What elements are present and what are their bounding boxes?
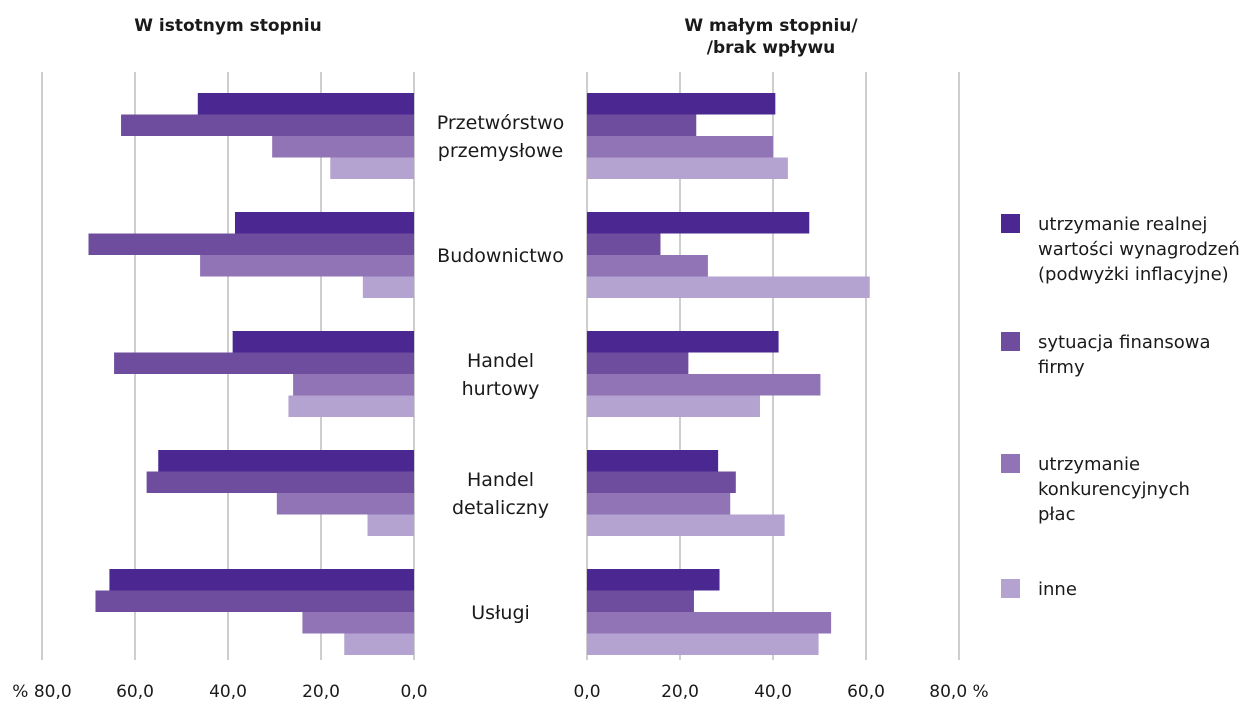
bar-left-s3-c3 <box>367 514 414 536</box>
bar-right-s1-c0 <box>587 114 697 136</box>
panel-titles: W istotnym stopniu W małym stopniu//brak … <box>134 16 858 58</box>
legend-label-1: sytuacja finansowa firmy <box>1038 332 1211 378</box>
bar-right-s3-c0 <box>587 157 788 179</box>
bar-right-s2-c2 <box>587 374 821 396</box>
bar-left-s2-c2 <box>293 374 414 396</box>
bar-left-s2-c3 <box>276 493 414 515</box>
legend-swatch-2 <box>1001 454 1020 473</box>
bar-left-s0-c4 <box>109 569 415 591</box>
bar-left-s3-c1 <box>362 276 414 298</box>
bar-left-s2-c0 <box>272 136 414 158</box>
bar-right-s0-c0 <box>587 93 776 115</box>
category-labels: Przetwórstwo przemysłowe Budownictwo Handel… <box>437 112 565 624</box>
category-label-1: Budownictwo <box>437 245 564 267</box>
legend: utrzymanie realnej wartości wynagrodzeń (p… <box>1001 214 1240 600</box>
bar-right-s1-c4 <box>587 590 694 612</box>
panel-title-left: W istotnym stopniu <box>134 16 322 36</box>
bar-left-s2-c1 <box>200 255 414 277</box>
legend-swatch-3 <box>1001 579 1020 598</box>
category-label-2: Handel hurtowy <box>462 350 540 400</box>
legend-item-0: utrzymanie realnej wartości wynagrodzeń (p… <box>1001 214 1240 285</box>
tick-label-right-4: 80,0 % <box>929 682 988 702</box>
tick-label-left-3: 20,0 <box>302 682 340 702</box>
bar-left-s0-c1 <box>234 212 414 234</box>
legend-label-3: inne <box>1038 579 1077 600</box>
legend-label-2: utrzymanie konkurencyjnych płac <box>1038 454 1190 525</box>
bar-right-s2-c1 <box>587 255 708 277</box>
category-label-4: Usługi <box>471 602 530 624</box>
bar-right-s3-c2 <box>587 395 760 417</box>
bar-left-s3-c2 <box>288 395 414 417</box>
bar-left-s1-c4 <box>95 590 414 612</box>
legend-swatch-1 <box>1001 332 1020 351</box>
bar-right-s0-c3 <box>587 450 719 472</box>
legend-label-0: utrzymanie realnej wartości wynagrodzeń (p… <box>1038 214 1240 285</box>
bar-left-s3-c4 <box>344 633 414 655</box>
tick-label-left-2: 40,0 <box>209 682 247 702</box>
bar-right-s1-c3 <box>587 471 736 493</box>
bars-layer <box>88 93 870 655</box>
bar-right-s3-c4 <box>587 633 819 655</box>
legend-item-3: inne <box>1001 579 1077 600</box>
bar-left-s1-c3 <box>146 471 414 493</box>
bar-left-s0-c2 <box>232 331 414 353</box>
panel-title-right: W małym stopniu//brak wpływu <box>684 16 858 58</box>
bar-left-s1-c0 <box>121 114 415 136</box>
tick-label-left-4: 0,0 <box>400 682 427 702</box>
bar-left-s2-c4 <box>302 612 414 634</box>
legend-item-2: utrzymanie konkurencyjnych płac <box>1001 454 1190 525</box>
bar-right-s2-c0 <box>587 136 773 158</box>
tick-label-left-1: 60,0 <box>116 682 154 702</box>
bar-left-s0-c0 <box>197 93 414 115</box>
bar-right-s3-c3 <box>587 514 785 536</box>
bar-right-s1-c1 <box>587 233 661 255</box>
tick-label-right-1: 20,0 <box>661 682 699 702</box>
bar-right-s1-c2 <box>587 352 689 374</box>
tick-label-right-0: 0,0 <box>573 682 600 702</box>
bar-right-s3-c1 <box>587 276 870 298</box>
bar-right-s2-c3 <box>587 493 731 515</box>
bar-left-s1-c1 <box>88 233 414 255</box>
bar-right-s2-c4 <box>587 612 832 634</box>
category-label-0: Przetwórstwo przemysłowe <box>437 112 565 162</box>
legend-swatch-0 <box>1001 214 1020 233</box>
tick-label-left-0: % 80,0 <box>12 682 71 702</box>
tick-label-right-2: 40,0 <box>754 682 792 702</box>
bar-left-s1-c2 <box>114 352 414 374</box>
bar-left-s3-c0 <box>330 157 414 179</box>
tick-labels: % 80,0 60,0 40,0 20,0 0,0 0,0 20,0 40,0 60,0 80,0… <box>12 682 988 702</box>
category-label-3: Handel detaliczny <box>452 469 549 519</box>
bar-right-s0-c2 <box>587 331 779 353</box>
tick-label-right-3: 60,0 <box>847 682 885 702</box>
bar-right-s0-c4 <box>587 569 720 591</box>
legend-item-1: sytuacja finansowa firmy <box>1001 332 1211 378</box>
bar-left-s0-c3 <box>158 450 414 472</box>
bar-right-s0-c1 <box>587 212 810 234</box>
